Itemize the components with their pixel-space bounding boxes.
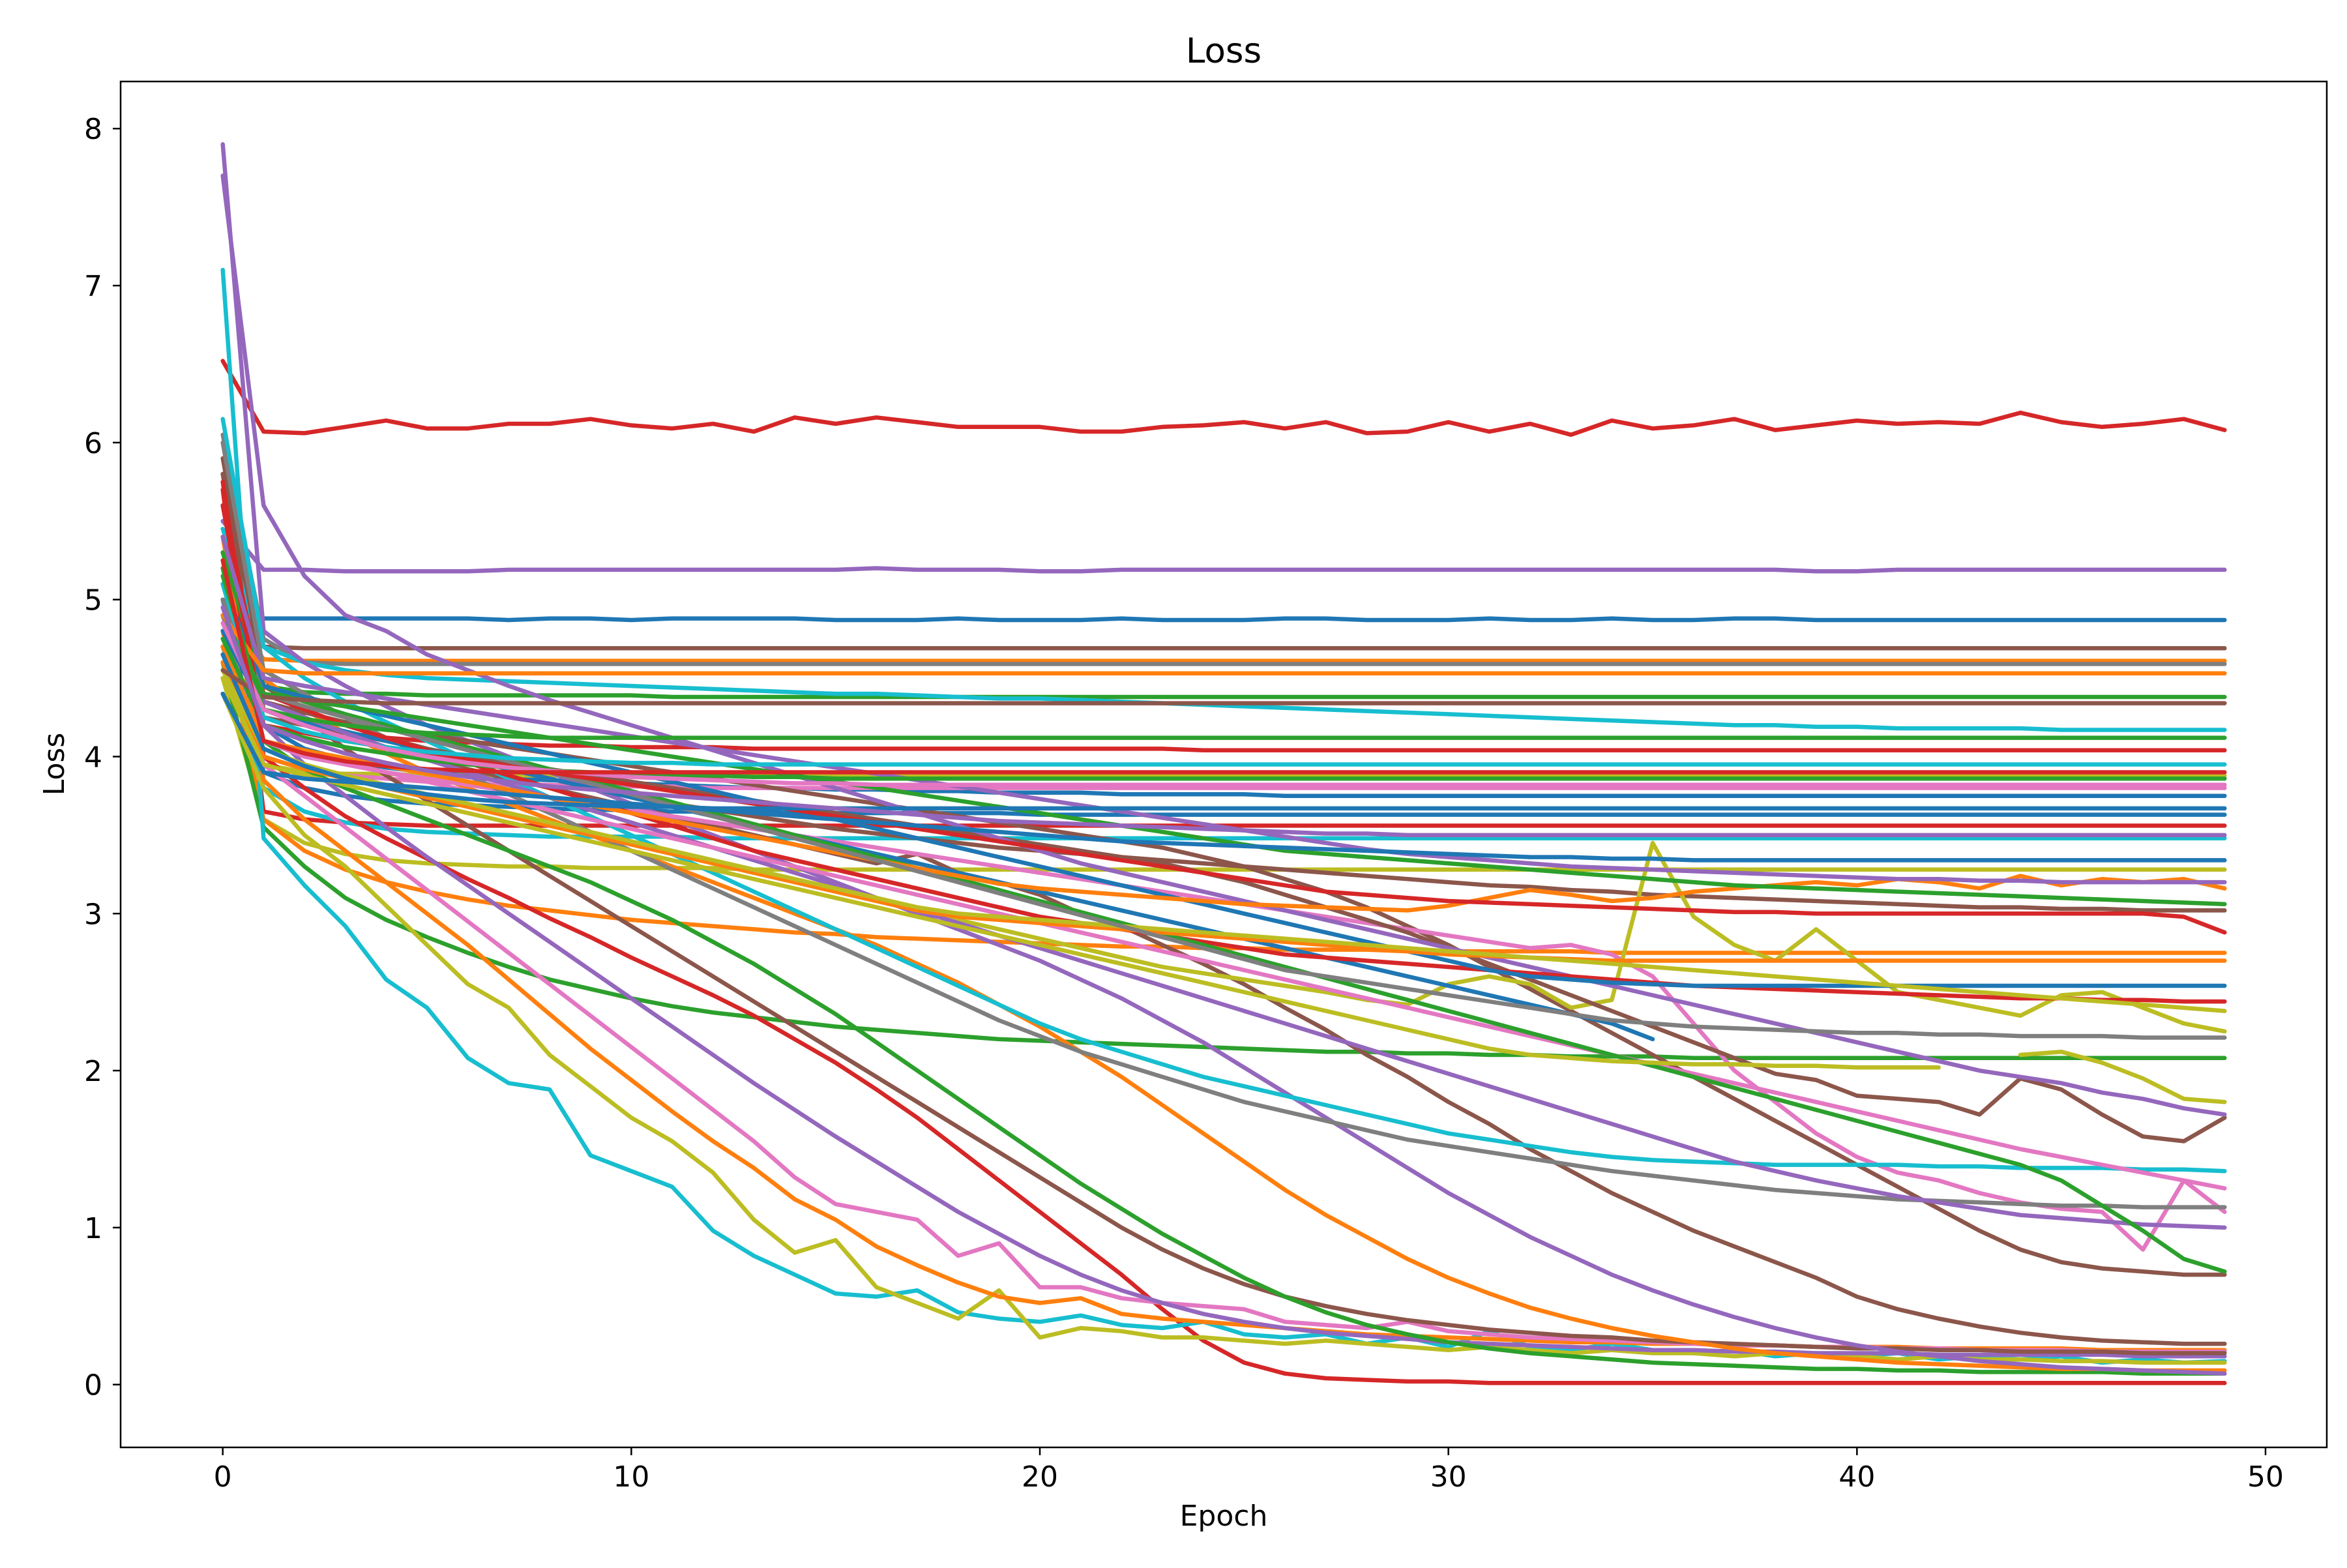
y-tick-label: 3 bbox=[84, 898, 102, 931]
y-tick-label: 1 bbox=[84, 1212, 102, 1245]
series-layer bbox=[220, 142, 2227, 1385]
series-line-7 bbox=[220, 566, 2227, 700]
series-line-22 bbox=[220, 691, 2227, 1365]
series-line-5 bbox=[220, 597, 2227, 663]
y-tick-label: 6 bbox=[84, 427, 102, 460]
x-tick-label: 20 bbox=[1022, 1460, 1058, 1494]
series-line-3 bbox=[220, 566, 2227, 623]
x-tick-label: 40 bbox=[1838, 1460, 1875, 1494]
series-line-57 bbox=[220, 613, 2227, 676]
y-axis: 0 1 2 3 4 5 6 7 8 bbox=[84, 113, 121, 1402]
series-line-52 bbox=[220, 691, 2227, 863]
series-line-60 bbox=[220, 558, 2227, 775]
series-line-48 bbox=[220, 675, 2227, 1104]
x-tick-label: 30 bbox=[1430, 1460, 1467, 1494]
series-line-51 bbox=[220, 535, 2227, 885]
x-axis: 0 10 20 30 40 50 bbox=[214, 1447, 2284, 1494]
series-line-6 bbox=[220, 432, 2227, 666]
series-line-46 bbox=[220, 668, 2227, 1013]
series-line-20 bbox=[220, 479, 2227, 1385]
x-tick-label: 0 bbox=[214, 1460, 232, 1494]
series-line-61 bbox=[220, 605, 2227, 838]
series-line-54 bbox=[220, 582, 2227, 767]
series-line-1 bbox=[220, 359, 2227, 437]
series-line-19 bbox=[220, 660, 2227, 1061]
series-line-9 bbox=[220, 471, 2227, 753]
series-line-8 bbox=[220, 527, 2227, 732]
series-line-25 bbox=[220, 503, 2227, 1359]
x-axis-label: Epoch bbox=[1180, 1500, 1268, 1533]
series-line-44 bbox=[220, 660, 2227, 963]
series-line-27 bbox=[220, 566, 2227, 1376]
series-line-55 bbox=[220, 652, 2227, 811]
y-tick-label: 7 bbox=[84, 270, 102, 303]
series-line-39 bbox=[220, 503, 2227, 1004]
x-tick-label: 50 bbox=[2247, 1460, 2284, 1494]
series-line-18 bbox=[220, 629, 2227, 955]
series-line-16 bbox=[220, 675, 2227, 872]
series-line-4 bbox=[220, 550, 2227, 651]
chart-title: Loss bbox=[1186, 31, 1262, 71]
series-line-2 bbox=[220, 519, 2227, 574]
y-tick-label: 0 bbox=[84, 1369, 102, 1402]
series-line-15 bbox=[220, 644, 2227, 840]
x-tick-label: 10 bbox=[613, 1460, 649, 1494]
y-tick-label: 5 bbox=[84, 584, 102, 617]
series-line-56 bbox=[220, 668, 2227, 705]
series-line-13 bbox=[220, 597, 2227, 817]
y-tick-label: 2 bbox=[84, 1055, 102, 1088]
series-line-34 bbox=[220, 440, 2227, 1209]
y-tick-label: 8 bbox=[84, 113, 102, 146]
y-axis-label: Loss bbox=[38, 733, 71, 796]
series-line-58 bbox=[220, 574, 2227, 740]
plot-frame bbox=[119, 80, 2328, 1449]
y-tick-label: 4 bbox=[84, 741, 102, 774]
series-line-41 bbox=[220, 644, 2227, 1191]
